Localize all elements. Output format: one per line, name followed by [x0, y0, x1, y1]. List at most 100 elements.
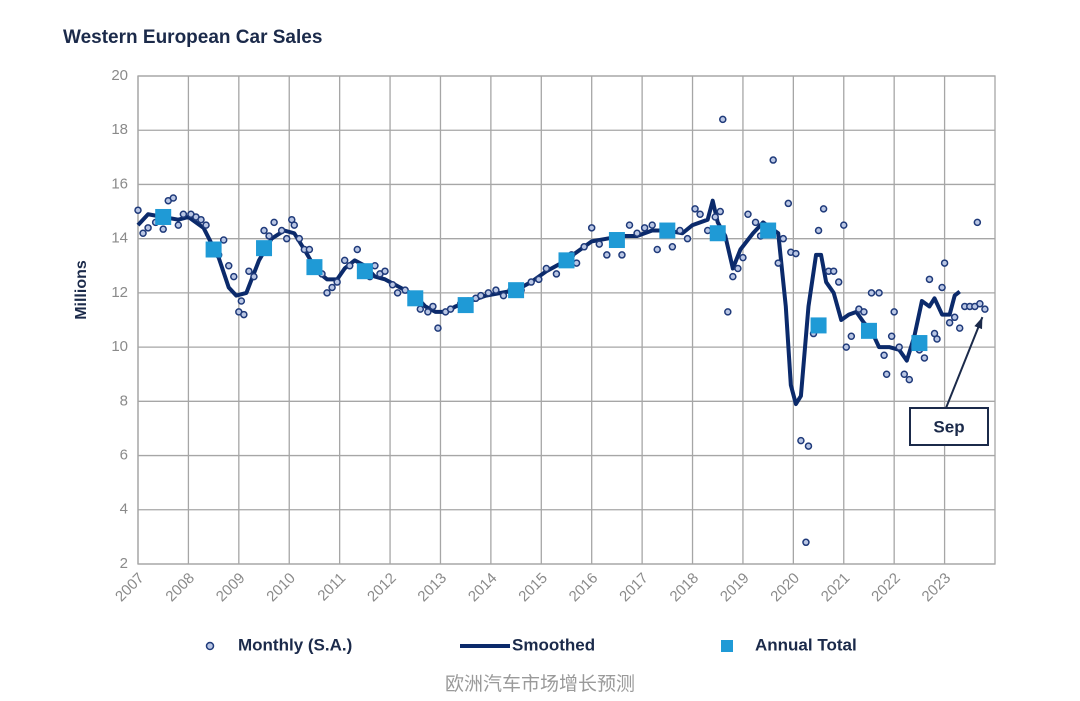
- y-tick-label: 4: [120, 501, 128, 518]
- annual-square: [205, 241, 222, 258]
- monthly-point: [719, 115, 727, 124]
- x-tick-label: 2010: [263, 570, 299, 606]
- monthly-point: [340, 256, 349, 265]
- monthly-point: [401, 286, 409, 294]
- legend-label: Smoothed: [512, 635, 595, 654]
- monthly-point: [648, 221, 656, 229]
- monthly-point: [527, 278, 535, 286]
- monthly-point: [169, 194, 178, 202]
- monthly-point: [640, 224, 649, 232]
- monthly-point: [424, 308, 432, 316]
- monthly-point: [751, 218, 760, 227]
- monthly-point: [955, 324, 964, 332]
- x-tick-label: 2021: [818, 570, 854, 606]
- monthly-point: [134, 206, 142, 214]
- monthly-point: [814, 226, 823, 235]
- legend-marker: [721, 640, 733, 652]
- monthly-point: [139, 229, 147, 237]
- annual-square: [911, 335, 928, 352]
- annotation-text: Sep: [933, 417, 964, 436]
- monthly-point: [230, 272, 238, 281]
- monthly-point: [633, 229, 641, 237]
- annual-square: [860, 322, 877, 339]
- y-tick-label: 10: [111, 338, 128, 355]
- monthly-point: [323, 289, 331, 297]
- y-tick-label: 20: [111, 67, 128, 84]
- annual-square: [508, 282, 525, 299]
- monthly-point: [542, 264, 551, 273]
- monthly-point: [739, 253, 747, 262]
- x-tick-label: 2019: [717, 570, 753, 606]
- x-tick-label: 2022: [868, 570, 904, 606]
- monthly-point: [477, 291, 485, 300]
- legend-label: Monthly (S.A.): [238, 635, 352, 654]
- monthly-point: [920, 354, 929, 362]
- x-tick-label: 2017: [616, 570, 652, 606]
- annual-square: [155, 208, 172, 225]
- monthly-point: [847, 332, 856, 341]
- monthly-point: [925, 275, 934, 284]
- monthly-point: [595, 240, 604, 248]
- monthly-point: [434, 324, 442, 332]
- monthly-point: [174, 221, 183, 229]
- monthly-point: [829, 267, 838, 275]
- monthly-point: [880, 351, 888, 359]
- y-tick-label: 16: [111, 175, 128, 192]
- monthly-point: [265, 232, 273, 240]
- annual-square: [306, 259, 323, 276]
- monthly-point: [552, 270, 561, 278]
- monthly-point: [779, 234, 788, 243]
- monthly-point: [245, 267, 253, 275]
- monthly-point: [691, 205, 699, 213]
- monthly-point: [328, 283, 336, 292]
- monthly-point: [388, 281, 397, 289]
- monthly-point: [668, 243, 677, 251]
- annual-square: [256, 240, 273, 257]
- monthly-point: [295, 234, 304, 243]
- monthly-point: [696, 210, 704, 219]
- x-tick-label: 2014: [465, 570, 501, 606]
- monthly-point: [250, 272, 258, 281]
- x-tick-label: 2018: [667, 570, 703, 606]
- monthly-point: [484, 289, 493, 297]
- monthly-point: [197, 215, 205, 224]
- x-tick-label: 2015: [515, 570, 551, 606]
- y-tick-label: 12: [111, 284, 128, 301]
- monthly-point: [716, 207, 725, 216]
- monthly-point: [277, 226, 286, 235]
- monthly-point: [270, 218, 278, 227]
- monthly-point: [973, 218, 982, 227]
- annual-square: [558, 252, 575, 269]
- x-tick-label: 2011: [314, 570, 349, 605]
- monthly-point: [653, 245, 661, 254]
- monthly-point: [976, 299, 984, 308]
- monthly-point: [333, 278, 341, 286]
- y-tick-label: 14: [111, 230, 128, 247]
- monthly-point: [938, 283, 946, 292]
- annotation-box: [909, 407, 989, 446]
- annual-square: [608, 232, 625, 249]
- monthly-point: [895, 343, 903, 351]
- monthly-point: [224, 262, 233, 270]
- monthly-point: [237, 297, 246, 305]
- monthly-point: [711, 213, 719, 221]
- monthly-point: [676, 226, 684, 235]
- monthly-point: [393, 289, 402, 297]
- monthly-point: [950, 313, 959, 322]
- monthly-point: [887, 332, 896, 341]
- monthly-point: [625, 221, 634, 229]
- x-tick-label: 2008: [162, 570, 198, 606]
- monthly-point: [945, 318, 954, 327]
- x-tick-label: 2020: [767, 570, 803, 606]
- annual-square: [356, 263, 373, 280]
- annual-square: [810, 317, 827, 334]
- y-tick-label: 8: [120, 392, 128, 409]
- monthly-point: [290, 221, 299, 229]
- monthly-point: [179, 210, 188, 219]
- monthly-point: [842, 343, 851, 351]
- monthly-point: [240, 310, 248, 319]
- monthly-point: [792, 249, 800, 258]
- annual-square: [457, 297, 474, 314]
- monthly-point: [933, 335, 941, 343]
